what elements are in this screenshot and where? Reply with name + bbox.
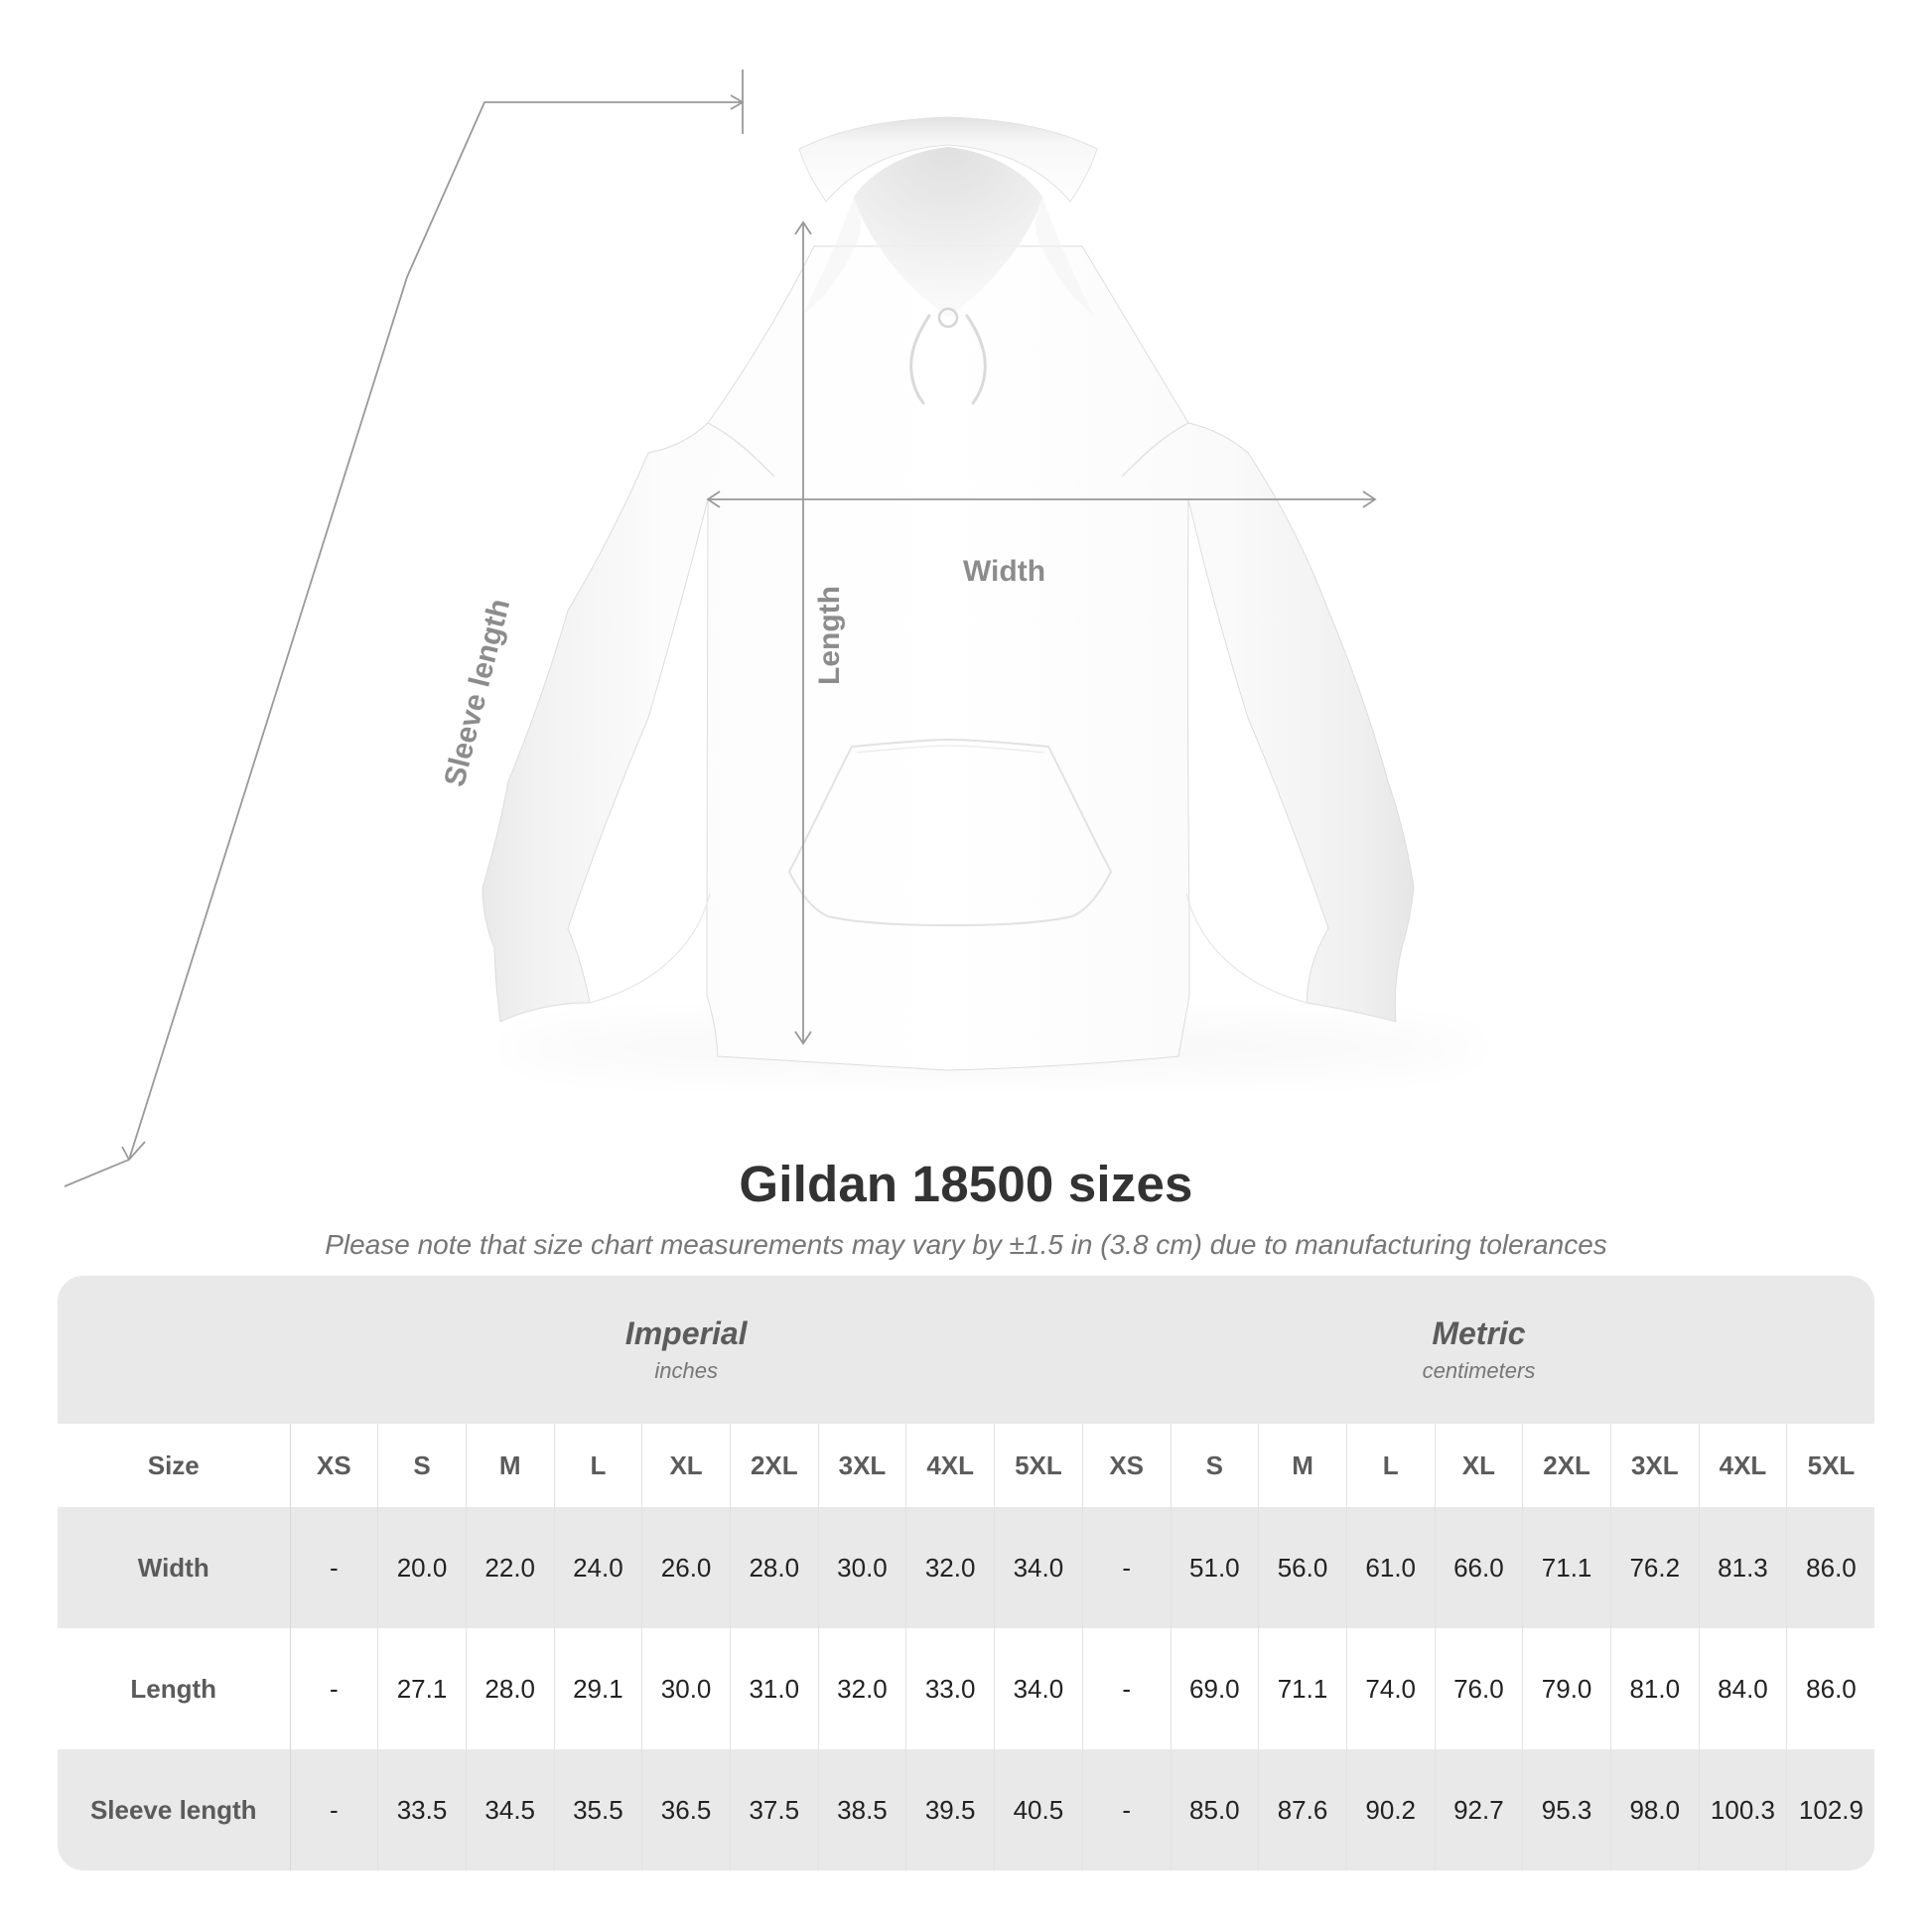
svg-text:Length: Length bbox=[813, 586, 846, 685]
svg-text:Width: Width bbox=[963, 555, 1045, 588]
svg-text:Sleeve length: Sleeve length bbox=[438, 596, 516, 790]
